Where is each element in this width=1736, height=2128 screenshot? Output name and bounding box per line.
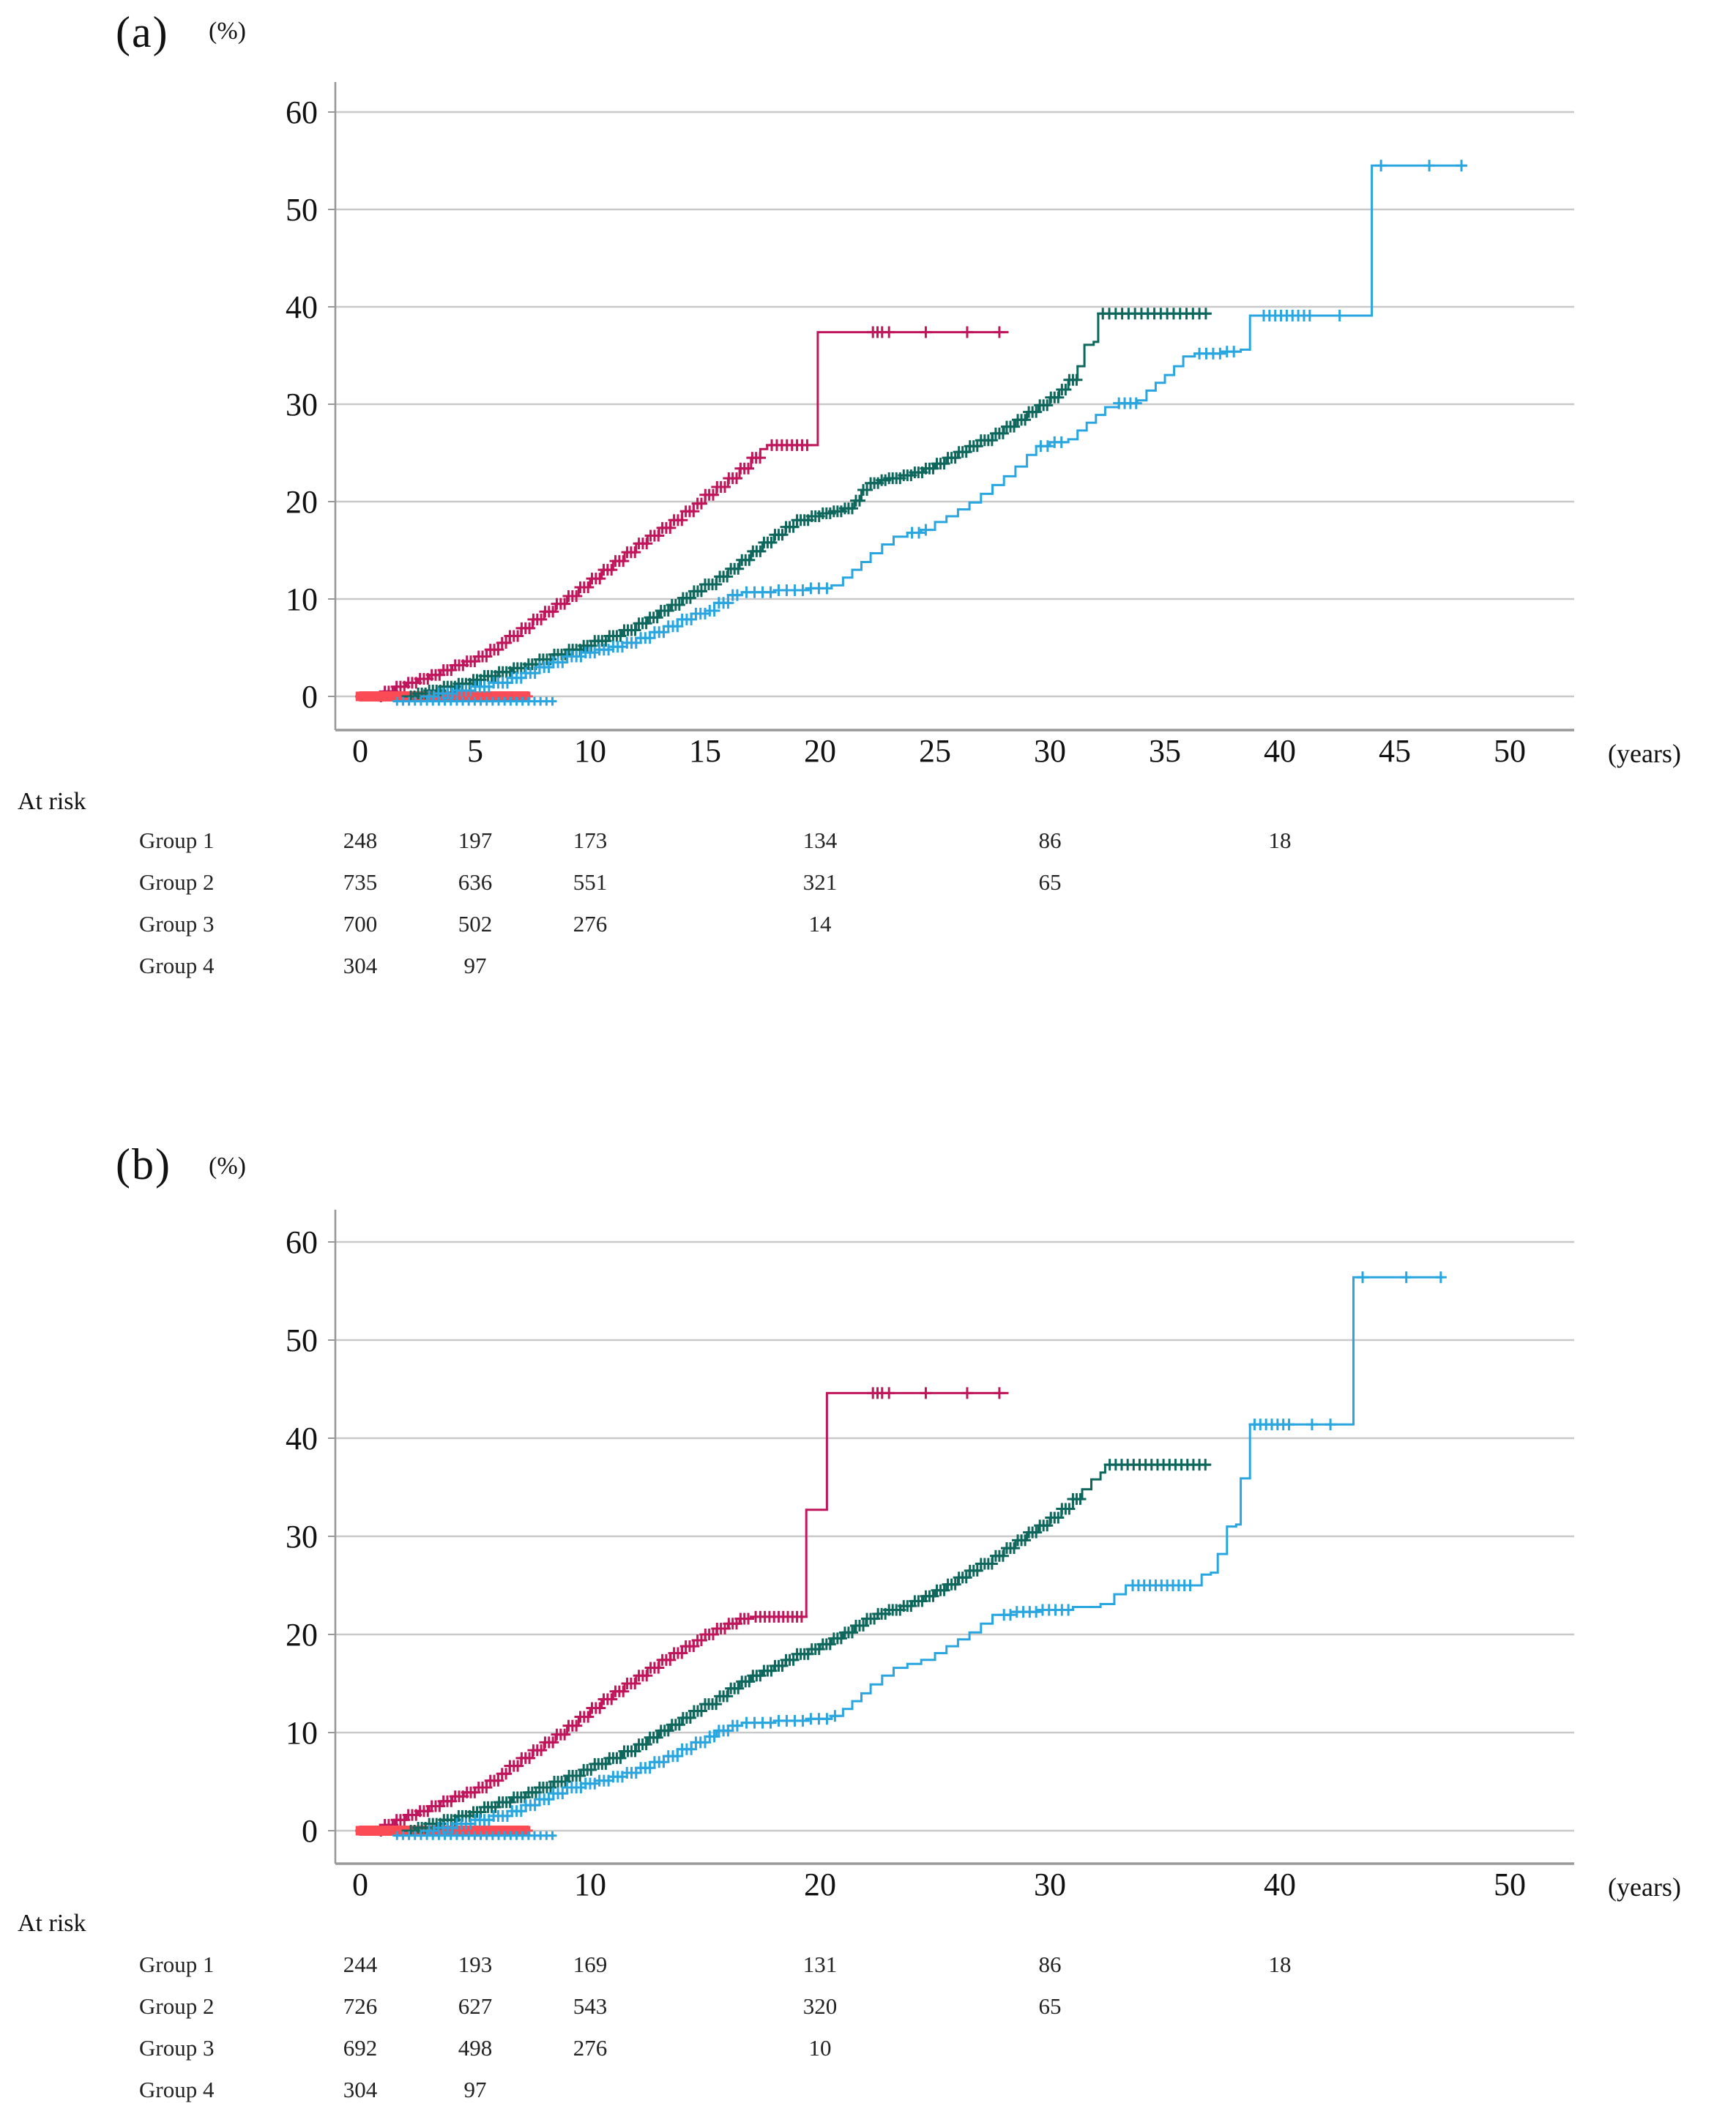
at-risk-value: 498 (458, 2035, 493, 2061)
at-risk-value: 14 (809, 911, 832, 937)
at-risk-value: 700 (343, 911, 378, 937)
at-risk-value: 627 (458, 1993, 493, 2019)
at-risk-row-label: Group 4 (139, 953, 215, 978)
at-risk-row-label: Group 2 (139, 869, 214, 895)
curve-group-1 (420, 1276, 1443, 1832)
x-tick-label: 40 (1264, 733, 1296, 769)
at-risk-value: 18 (1269, 1952, 1292, 1977)
at-risk-value: 692 (343, 2035, 378, 2061)
curve-group-1 (420, 164, 1467, 698)
x-tick-label: 35 (1149, 733, 1181, 769)
censor-marks-group-3 (375, 1387, 1005, 1837)
x-tick-label: 10 (574, 733, 606, 769)
at-risk-row-label: Group 4 (139, 2077, 215, 2102)
panel-a-at-risk-title: At risk (18, 788, 86, 815)
at-risk-value: 131 (803, 1952, 838, 1977)
x-tick-label: 50 (1494, 1867, 1526, 1902)
y-tick-label: 60 (286, 94, 318, 130)
x-tick-label: 0 (352, 1867, 368, 1902)
at-risk-value: 726 (343, 1993, 378, 2019)
y-tick-label: 40 (286, 1421, 318, 1457)
at-risk-value: 134 (803, 827, 838, 853)
at-risk-value: 197 (458, 827, 493, 853)
y-tick-label: 0 (302, 1813, 318, 1849)
at-risk-value: 248 (343, 827, 378, 853)
at-risk-value: 193 (458, 1952, 493, 1977)
at-risk-row-label: Group 1 (139, 827, 214, 853)
at-risk-row-label: Group 2 (139, 1993, 214, 2019)
curve-group-3 (371, 1391, 1009, 1832)
at-risk-row-label: Group 1 (139, 1952, 214, 1977)
panel-b-at-risk-table: Group 1 244 193 169 131 86 18 Group 2 726 627 543 3… (139, 1952, 1292, 2102)
x-tick-label: 30 (1034, 1867, 1066, 1902)
at-risk-value: 173 (573, 827, 608, 853)
panel-a-percent-unit: (%) (209, 18, 246, 45)
panel-b-years-unit: (years) (1608, 1872, 1681, 1902)
censor-marks-group-2 (405, 1459, 1212, 1837)
at-risk-value: 86 (1039, 827, 1062, 853)
panel-a-years-unit: (years) (1608, 739, 1681, 768)
panel-b-at-risk-title: At risk (18, 1910, 86, 1937)
y-tick-label: 50 (286, 192, 318, 228)
at-risk-value: 320 (803, 1993, 838, 2019)
at-risk-row-label: Group 3 (139, 2035, 214, 2061)
censor-marks-group-3 (375, 326, 1005, 702)
at-risk-value: 97 (464, 953, 487, 978)
at-risk-row-label: Group 3 (139, 911, 214, 937)
y-tick-label: 10 (286, 1715, 318, 1751)
at-risk-value: 97 (464, 2077, 487, 2102)
x-tick-label: 20 (804, 733, 836, 769)
panel-a-at-risk-table: Group 1 248 197 173 134 86 18 Group 2 735 636 551 3… (139, 827, 1292, 978)
panel-b-chart: 0 10 20 30 40 50 60 0 10 20 30 40 50 Group 1 244 193 169… (139, 1210, 1574, 2102)
y-tick-label: 50 (286, 1322, 318, 1358)
x-tick-label: 25 (919, 733, 951, 769)
x-tick-label: 20 (804, 1867, 836, 1902)
x-tick-label: 15 (689, 733, 721, 769)
x-tick-label: 10 (574, 1867, 606, 1902)
at-risk-value: 304 (343, 2077, 378, 2102)
at-risk-value: 65 (1039, 869, 1062, 895)
y-tick-label: 60 (286, 1224, 318, 1260)
at-risk-value: 636 (458, 869, 493, 895)
y-tick-label: 40 (286, 289, 318, 325)
at-risk-value: 244 (343, 1952, 378, 1977)
at-risk-value: 735 (343, 869, 378, 895)
panel-b-percent-unit: (%) (209, 1153, 246, 1180)
y-tick-label: 20 (286, 1617, 318, 1653)
at-risk-value: 276 (573, 2035, 608, 2061)
x-tick-label: 40 (1264, 1867, 1296, 1902)
panel-a-title: (a) (116, 8, 169, 56)
at-risk-value: 65 (1039, 1993, 1062, 2019)
at-risk-value: 543 (573, 1993, 608, 2019)
at-risk-value: 502 (458, 911, 493, 937)
censor-marks-group-1 (392, 1271, 1447, 1840)
at-risk-value: 551 (573, 869, 608, 895)
x-tick-label: 45 (1379, 733, 1411, 769)
censor-marks-group-1 (392, 160, 1468, 706)
x-tick-label: 0 (352, 733, 368, 769)
y-tick-label: 10 (286, 581, 318, 617)
censor-marks-group-2 (405, 308, 1212, 702)
at-risk-value: 18 (1269, 827, 1292, 853)
y-tick-label: 20 (286, 484, 318, 520)
at-risk-value: 86 (1039, 1952, 1062, 1977)
at-risk-value: 276 (573, 911, 608, 937)
x-tick-label: 30 (1034, 733, 1066, 769)
y-tick-label: 30 (286, 1519, 318, 1555)
x-tick-label: 5 (467, 733, 483, 769)
at-risk-value: 321 (803, 869, 838, 895)
curve-group-2 (401, 312, 1211, 698)
y-tick-label: 30 (286, 387, 318, 423)
panel-b-title: (b) (116, 1140, 171, 1188)
at-risk-value: 10 (809, 2035, 832, 2061)
panel-a-chart: 0 10 20 30 40 50 60 0 5 10 15 20 25 30 35 40 45 50 Group 1… (139, 82, 1574, 978)
at-risk-value: 304 (343, 953, 378, 978)
at-risk-value: 169 (573, 1952, 608, 1977)
x-tick-label: 50 (1494, 733, 1526, 769)
y-tick-label: 0 (302, 679, 318, 715)
